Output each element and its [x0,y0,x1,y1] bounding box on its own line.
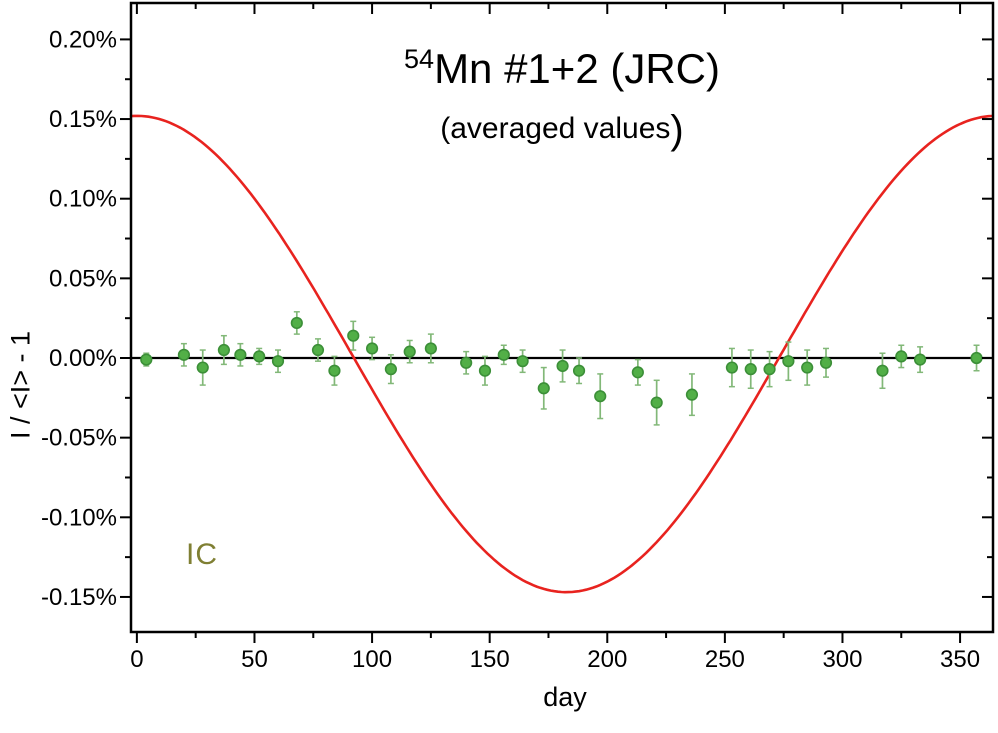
data-point [801,361,814,374]
x-tick-label: 100 [352,646,392,673]
data-point [819,356,833,369]
x-tick-label: 350 [940,646,980,673]
data-point [403,345,416,358]
data-point [970,351,983,365]
data-point [177,348,191,361]
data-point [460,356,473,369]
data-point [744,363,757,376]
data-point [572,364,586,377]
plot-frame [129,1,995,634]
data-point [253,350,266,363]
data-point [876,364,889,377]
series-label-ic: IC [186,538,218,571]
data-point [384,363,397,376]
data-point [311,343,325,357]
y-tick-label: 0.10% [49,186,117,213]
x-tick-label: 250 [705,646,745,673]
data-point [478,364,492,377]
chart-subtitle-text: (averaged values [440,112,671,145]
data-point [685,388,699,401]
x-tick-label: 50 [241,646,268,673]
y-tick-label: 0.00% [49,345,117,372]
x-tick-label: 150 [470,646,510,673]
data-point [234,348,247,361]
data-point [217,343,231,357]
data-point [594,390,607,403]
chart-title-superscript: 54 [404,44,435,74]
data-point [497,348,510,361]
data-point [347,329,360,342]
chart-subtitle: (averaged values) [440,110,683,150]
data-point [271,355,285,368]
chart-title: 54Mn #1+2 (JRC) [404,44,720,93]
y-tick-label: -0.15% [41,584,117,611]
data-point [516,355,529,368]
data-point [140,353,153,366]
data-point [556,359,569,373]
data-point [328,364,341,377]
data-point [365,342,379,355]
y-tick-label: -0.05% [41,425,117,452]
chart-subtitle-paren: ) [670,108,684,152]
y-axis-title: I / <I> - 1 [5,330,36,440]
data-point [290,316,303,330]
data-point [895,350,908,363]
y-tick-label: 0.15% [49,106,117,133]
data-point [631,366,644,379]
modulation-curve [129,114,994,594]
x-axis-title: day [543,682,587,712]
data-point [782,355,795,368]
data-point [537,382,550,395]
data-point [424,342,437,355]
x-tick-label: 0 [130,646,143,673]
data-point [196,361,209,374]
data-point [725,361,739,374]
y-tick-label: 0.05% [49,265,117,292]
y-tick-label: 0.20% [49,26,117,53]
chart-title-main: Mn #1+2 (JRC) [434,45,720,92]
y-tick-label: -0.10% [41,504,117,531]
x-tick-label: 200 [587,646,627,673]
data-point [763,363,776,376]
data-point [650,396,663,409]
x-tick-label: 300 [822,646,862,673]
data-point [913,353,927,366]
